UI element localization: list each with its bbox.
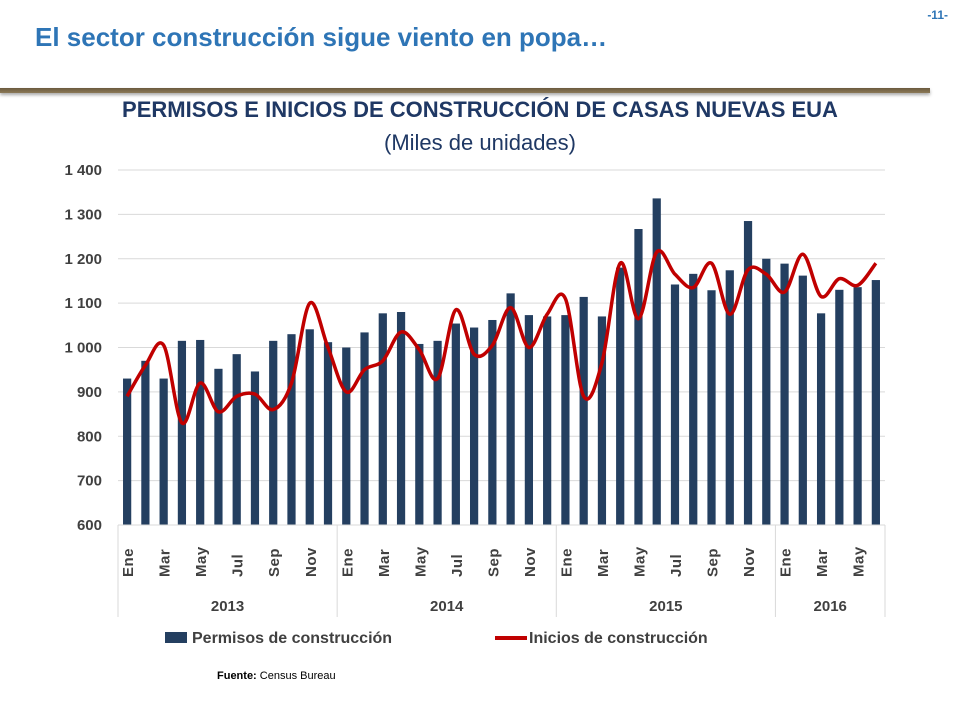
bar bbox=[250, 371, 260, 525]
x-tick-label: Sep bbox=[485, 548, 502, 577]
bar bbox=[305, 329, 314, 525]
x-tick-label: Sep bbox=[266, 548, 283, 577]
y-tick-label: 1 200 bbox=[64, 251, 102, 268]
bar bbox=[415, 343, 424, 525]
bar bbox=[543, 316, 552, 525]
bar bbox=[123, 378, 132, 525]
source-note: Fuente: Census Bureau bbox=[217, 670, 336, 682]
x-tick-label: Ene bbox=[558, 548, 575, 577]
bar bbox=[360, 332, 369, 525]
x-tick-label: Ene bbox=[778, 548, 795, 577]
x-tick-label: Ene bbox=[120, 548, 137, 577]
bar bbox=[433, 340, 442, 525]
bar bbox=[634, 229, 643, 526]
bar bbox=[780, 263, 789, 525]
y-tick-label: 1 000 bbox=[64, 340, 102, 357]
y-tick-label: 600 bbox=[77, 517, 102, 534]
source-label: Fuente: bbox=[217, 670, 257, 682]
bar bbox=[342, 347, 351, 525]
legend-label-permisos: Permisos de construcción bbox=[192, 630, 392, 647]
bar bbox=[670, 284, 680, 525]
bar bbox=[798, 275, 807, 525]
y-tick-label: 1 100 bbox=[64, 295, 102, 312]
year-label: 2016 bbox=[814, 598, 847, 615]
bar bbox=[561, 315, 570, 525]
y-tick-label: 700 bbox=[77, 473, 102, 490]
x-tick-label: Jul bbox=[449, 554, 466, 577]
bar bbox=[214, 368, 223, 525]
bar bbox=[506, 293, 515, 525]
bar bbox=[287, 334, 296, 525]
bar bbox=[707, 290, 716, 525]
bar bbox=[689, 273, 698, 525]
bar bbox=[725, 270, 734, 525]
bar bbox=[871, 280, 880, 525]
year-label: 2014 bbox=[430, 598, 464, 615]
legend-swatch-permisos bbox=[165, 632, 187, 643]
bar bbox=[396, 312, 406, 525]
bar bbox=[177, 340, 187, 525]
bar bbox=[378, 313, 387, 525]
x-tick-label: Jul bbox=[230, 554, 247, 577]
y-tick-label: 1 300 bbox=[64, 206, 102, 223]
bar bbox=[616, 267, 625, 525]
y-tick-label: 900 bbox=[77, 384, 102, 401]
x-tick-label: Nov bbox=[303, 547, 320, 577]
bar bbox=[196, 339, 205, 525]
bar bbox=[159, 378, 168, 525]
bar bbox=[451, 323, 460, 525]
x-tick-label: Mar bbox=[595, 549, 612, 577]
bar bbox=[579, 296, 588, 525]
x-tick-label: Mar bbox=[157, 549, 174, 577]
x-tick-label: Sep bbox=[705, 548, 722, 577]
title-divider bbox=[0, 88, 930, 93]
bar bbox=[269, 340, 278, 525]
bar bbox=[652, 198, 661, 525]
x-tick-label: May bbox=[851, 546, 868, 577]
bar bbox=[524, 315, 534, 525]
y-tick-label: 1 400 bbox=[64, 162, 102, 179]
page-number: -11- bbox=[927, 8, 948, 22]
bar bbox=[597, 316, 607, 525]
bar bbox=[743, 221, 753, 525]
source-text: Census Bureau bbox=[259, 670, 336, 682]
x-tick-label: Mar bbox=[376, 549, 393, 577]
x-tick-label: May bbox=[631, 546, 648, 577]
x-tick-label: Nov bbox=[522, 547, 539, 577]
year-label: 2013 bbox=[211, 598, 244, 615]
bar bbox=[816, 313, 826, 525]
slide-title: El sector construcción sigue viento en p… bbox=[35, 22, 608, 52]
legend-label-inicios: Inicios de construcción bbox=[529, 630, 708, 647]
bar bbox=[323, 342, 333, 525]
year-label: 2015 bbox=[649, 598, 682, 615]
y-tick-label: 800 bbox=[77, 428, 102, 445]
chart-title: PERMISOS E INICIOS DE CONSTRUCCIÓN DE CA… bbox=[122, 97, 838, 122]
bar bbox=[853, 287, 862, 525]
bar bbox=[488, 319, 497, 525]
x-tick-label: Nov bbox=[741, 547, 758, 577]
bar bbox=[762, 258, 771, 525]
bar bbox=[141, 360, 150, 525]
bar bbox=[232, 354, 241, 525]
x-tick-label: Mar bbox=[814, 549, 831, 577]
bar bbox=[835, 289, 844, 525]
x-tick-label: Jul bbox=[668, 554, 685, 577]
x-tick-label: May bbox=[412, 546, 429, 577]
x-tick-label: Ene bbox=[339, 548, 356, 577]
x-tick-label: May bbox=[193, 546, 210, 577]
series-line-inicios bbox=[125, 248, 878, 425]
chart-subtitle: (Miles de unidades) bbox=[384, 130, 576, 155]
bar bbox=[469, 327, 479, 525]
